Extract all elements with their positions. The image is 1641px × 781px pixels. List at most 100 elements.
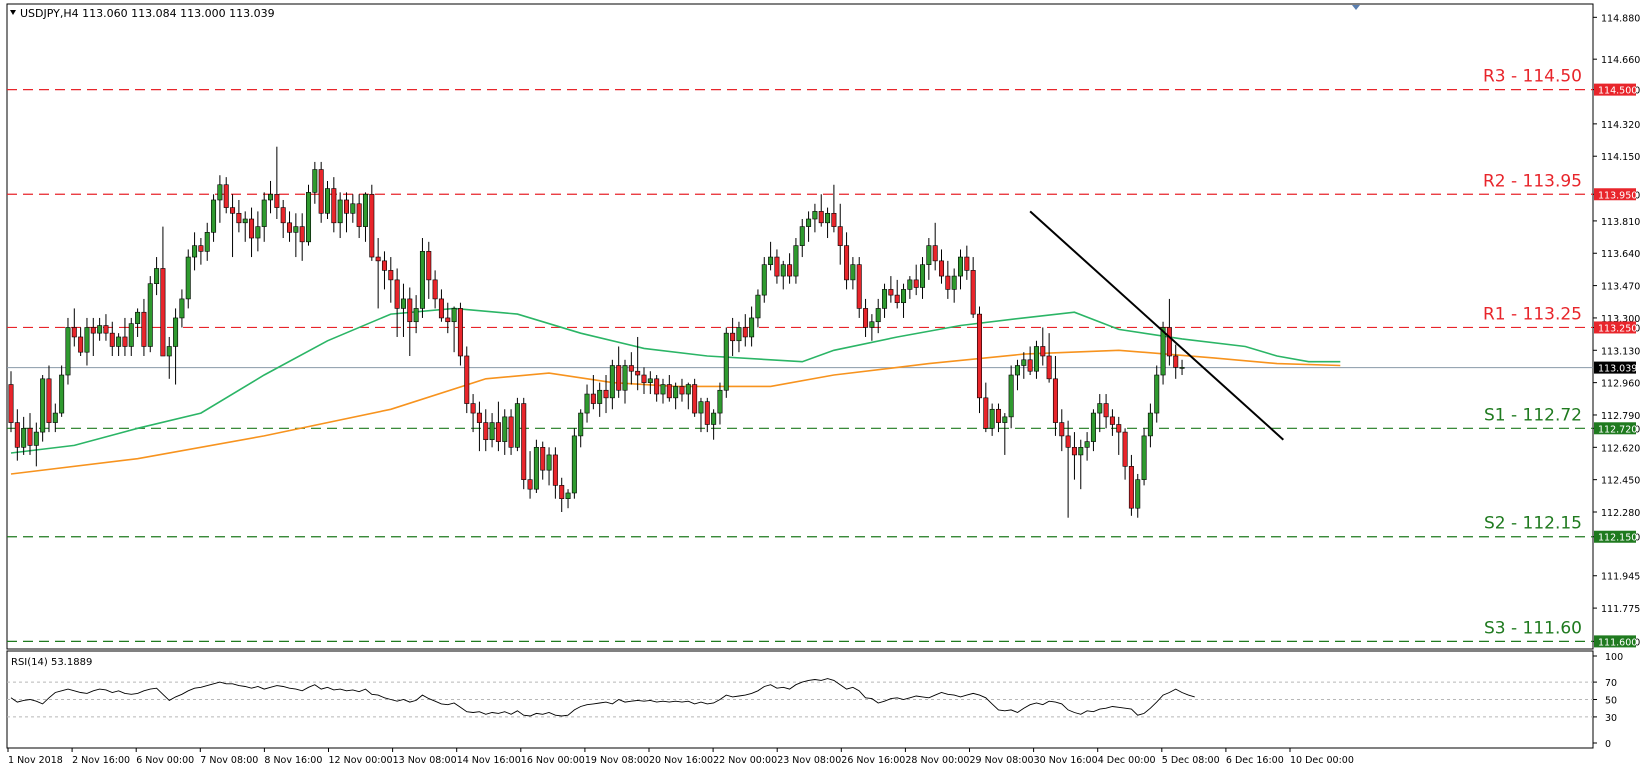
candle [926, 238, 932, 280]
candle [1154, 365, 1160, 423]
candle [204, 222, 210, 261]
y-tick-label: 113.130 [1601, 346, 1640, 357]
x-tick-label: 6 Dec 16:00 [1226, 755, 1284, 766]
candle-body-down [109, 332, 115, 347]
rsi-tick-label: 50 [1605, 696, 1617, 707]
candle [711, 409, 717, 440]
candle-body-up [40, 378, 46, 433]
candle [882, 283, 888, 318]
x-tick-label: 6 Nov 00:00 [136, 755, 194, 766]
candle [1002, 413, 1008, 455]
candle [1122, 428, 1128, 480]
candle [508, 409, 514, 455]
candle-body-down [141, 311, 147, 347]
candle-body-down [1071, 447, 1077, 456]
candle [116, 333, 122, 356]
candle-body-down [787, 264, 793, 277]
candle [343, 192, 349, 233]
trendline[interactable] [1029, 210, 1284, 441]
candle [324, 180, 330, 219]
candle-body-up [324, 188, 330, 214]
candle-body-down [654, 378, 660, 395]
candle-body-up [306, 192, 312, 243]
candle-body-up [337, 199, 343, 224]
candle-body-up [1033, 346, 1039, 372]
candle [755, 289, 761, 328]
candle-body-up [33, 431, 39, 446]
candle-body-down [230, 207, 236, 214]
candle-body-up [362, 193, 368, 227]
x-tick-label: 13 Nov 08:00 [393, 755, 457, 766]
candle-body-up [293, 226, 299, 233]
candle [844, 232, 850, 290]
candle-body-down [46, 378, 52, 423]
candle [388, 257, 394, 303]
candle-body-up [502, 416, 508, 442]
candle [122, 317, 128, 356]
level-label-s2: S2 - 112.15 [1484, 514, 1582, 534]
candle [362, 192, 368, 242]
candle-body-up [793, 245, 799, 277]
candle [350, 194, 356, 223]
candle-body-up [312, 169, 318, 193]
y-tick-label: 113.470 [1601, 282, 1640, 293]
candle [983, 382, 989, 433]
shift-marker-icon[interactable] [1352, 5, 1360, 10]
candle-body-up [875, 308, 881, 323]
candle [166, 336, 172, 379]
candle-body-up [1135, 479, 1141, 509]
x-tick-label: 19 Nov 08:00 [585, 755, 649, 766]
candle [90, 317, 96, 356]
y-tick-label: 114.320 [1601, 120, 1640, 131]
candle [160, 226, 166, 357]
candle-body-down [1109, 416, 1115, 425]
candle [1166, 298, 1172, 366]
candle [932, 222, 938, 271]
candle-body-down [426, 251, 432, 281]
candle-body-up [907, 279, 913, 290]
candle [1109, 409, 1115, 436]
candle-body-down [628, 365, 634, 372]
candle-body-down [483, 422, 489, 441]
candle-body-down [641, 374, 647, 383]
candle [995, 403, 1001, 433]
candle-body-up [1008, 374, 1014, 418]
y-tick-label: 113.640 [1601, 249, 1640, 260]
candle-body-down [438, 298, 444, 319]
candle [951, 268, 957, 303]
candle-body-up [59, 374, 65, 414]
candle [799, 219, 805, 258]
candle-body-down [249, 218, 255, 239]
candle [901, 283, 907, 318]
candle [850, 257, 856, 290]
x-tick-label: 5 Dec 08:00 [1162, 755, 1220, 766]
candle-body-up [869, 321, 875, 328]
level-price-tag-text: 112.720 [1598, 424, 1637, 435]
candle-body-up [546, 454, 552, 471]
candle [685, 382, 691, 410]
candle [679, 378, 685, 402]
candle [128, 317, 134, 356]
level-price-tag-text: 113.950 [1598, 190, 1637, 201]
candle [1147, 403, 1153, 448]
candle-body-up [1160, 327, 1166, 376]
candle [14, 409, 20, 461]
candle [704, 397, 710, 433]
candle [141, 298, 147, 356]
candle-body-up [571, 435, 577, 494]
level-label-s1: S1 - 112.72 [1484, 405, 1582, 425]
candle-body-down [1128, 466, 1134, 509]
candle [369, 184, 375, 261]
candle-body-down [945, 275, 951, 290]
level-price-tag-text: 114.500 [1598, 86, 1637, 97]
candle [261, 192, 267, 242]
candle-body-up [255, 226, 261, 239]
candle-body-up [166, 346, 172, 357]
candle [837, 203, 843, 265]
candle [381, 251, 387, 290]
candle-body-down [8, 384, 14, 423]
candle-body-up [135, 311, 141, 324]
level-label-s3: S3 - 111.60 [1484, 618, 1582, 638]
collapse-triangle-icon[interactable] [10, 10, 16, 15]
